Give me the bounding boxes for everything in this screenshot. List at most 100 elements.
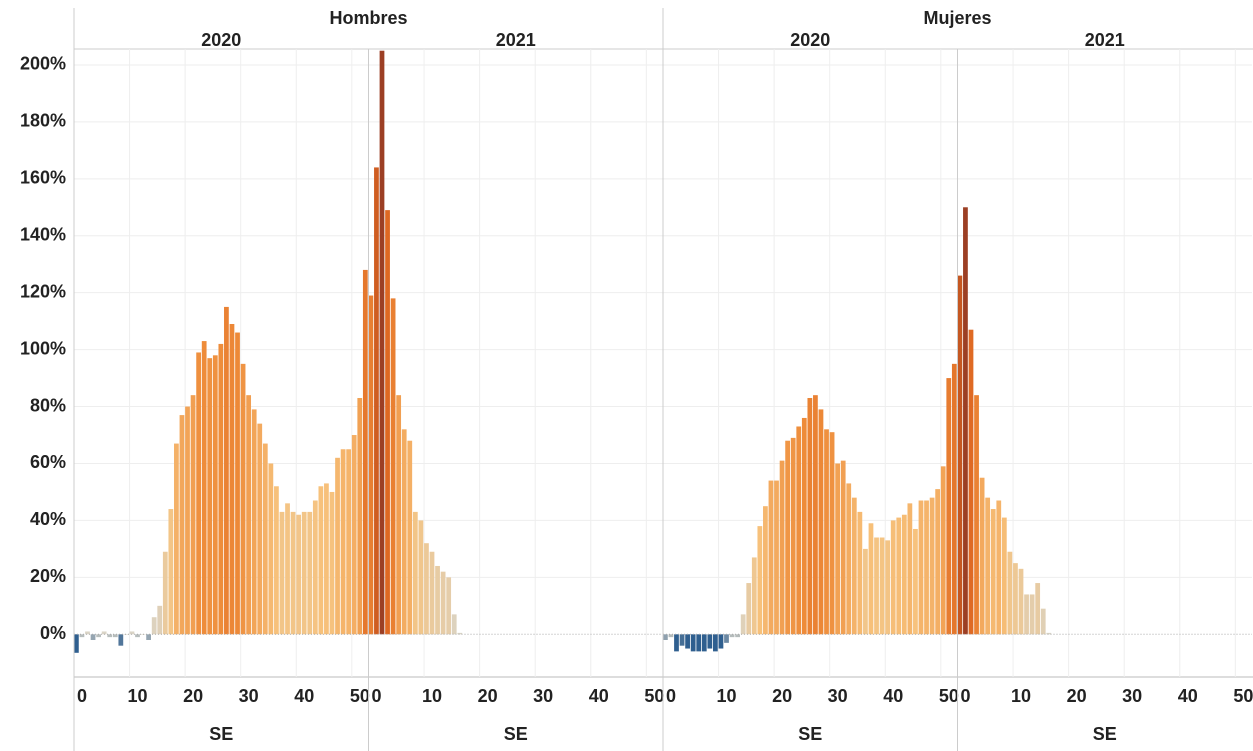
bar xyxy=(146,634,151,640)
bar xyxy=(285,503,290,635)
x-tick-label: 10 xyxy=(128,686,148,706)
x-tick-label: 40 xyxy=(1178,686,1198,706)
bar xyxy=(779,460,785,635)
bar xyxy=(946,378,952,635)
bar xyxy=(101,631,107,635)
x-tick-label: 20 xyxy=(772,686,792,706)
bar xyxy=(246,395,252,635)
bar xyxy=(446,577,452,635)
bar xyxy=(279,511,285,635)
bar xyxy=(390,298,396,635)
bar xyxy=(951,363,957,635)
bar xyxy=(457,632,463,635)
bar xyxy=(124,634,129,635)
bar xyxy=(174,443,179,635)
chart-title: Mujeres xyxy=(923,8,991,28)
bar xyxy=(968,329,974,635)
bar xyxy=(813,395,818,635)
year-label: 2021 xyxy=(1085,30,1125,50)
y-tick-label: 80% xyxy=(30,395,66,415)
y-tick-label: 160% xyxy=(20,168,66,188)
bar xyxy=(707,634,713,649)
bar xyxy=(201,341,207,635)
y-tick-label: 120% xyxy=(20,281,66,301)
bar xyxy=(168,509,174,635)
bar xyxy=(385,210,390,635)
bar xyxy=(112,634,118,638)
bar xyxy=(674,634,679,652)
bar xyxy=(1013,563,1018,635)
x-tick-label: 30 xyxy=(533,686,553,706)
bar xyxy=(440,571,446,635)
bar xyxy=(85,631,90,635)
bar xyxy=(690,634,696,652)
x-tick-label: 30 xyxy=(1122,686,1142,706)
bar xyxy=(324,483,329,635)
bar xyxy=(985,497,991,635)
bar xyxy=(763,506,768,635)
bar xyxy=(196,352,202,635)
bar xyxy=(396,395,402,635)
bar xyxy=(212,355,218,635)
bar xyxy=(240,363,246,635)
bar xyxy=(1029,594,1035,635)
bar xyxy=(190,395,196,635)
bar xyxy=(857,511,863,635)
bar xyxy=(729,634,735,638)
bar xyxy=(224,306,229,635)
bar xyxy=(829,432,835,635)
year-label: 2020 xyxy=(201,30,241,50)
bar xyxy=(185,406,190,635)
bar xyxy=(135,634,140,638)
bar xyxy=(913,528,918,635)
bar xyxy=(768,480,774,635)
bar xyxy=(329,491,335,635)
x-axis-label: SE xyxy=(209,724,233,744)
year-label: 2021 xyxy=(496,30,536,50)
bar xyxy=(412,511,418,635)
x-tick-label: 10 xyxy=(1011,686,1031,706)
bar xyxy=(1035,583,1041,635)
bar xyxy=(679,634,685,646)
bar xyxy=(924,500,929,635)
bar xyxy=(746,583,752,635)
bar xyxy=(1001,517,1007,635)
bar xyxy=(846,483,852,635)
bar xyxy=(957,275,963,635)
bar xyxy=(751,557,757,635)
bar xyxy=(268,463,274,635)
bar xyxy=(107,634,113,638)
chart-title: Hombres xyxy=(329,8,407,28)
bar xyxy=(935,489,941,635)
bar xyxy=(668,634,674,638)
y-tick-label: 40% xyxy=(30,509,66,529)
bar xyxy=(157,605,163,635)
x-tick-label: 0 xyxy=(371,686,381,706)
bar xyxy=(696,634,702,652)
bar xyxy=(818,409,824,635)
bar xyxy=(362,269,368,635)
bar xyxy=(301,511,307,635)
bar xyxy=(368,295,374,635)
bar xyxy=(835,463,841,635)
x-axis-label: SE xyxy=(798,724,822,744)
bar xyxy=(312,500,318,635)
bar xyxy=(796,426,802,635)
bar xyxy=(218,343,224,635)
bar xyxy=(346,449,352,635)
bar xyxy=(879,537,885,635)
bar xyxy=(407,440,413,635)
bar xyxy=(318,486,324,635)
bar xyxy=(96,634,101,638)
bar xyxy=(929,497,935,635)
x-tick-label: 40 xyxy=(294,686,314,706)
bar xyxy=(257,423,263,635)
bar xyxy=(890,520,896,635)
bar xyxy=(290,511,296,635)
bar xyxy=(429,551,435,635)
x-tick-label: 50 xyxy=(644,686,664,706)
y-tick-label: 140% xyxy=(20,224,66,244)
bar xyxy=(451,614,457,635)
bar xyxy=(807,398,813,635)
bar xyxy=(1046,632,1052,635)
